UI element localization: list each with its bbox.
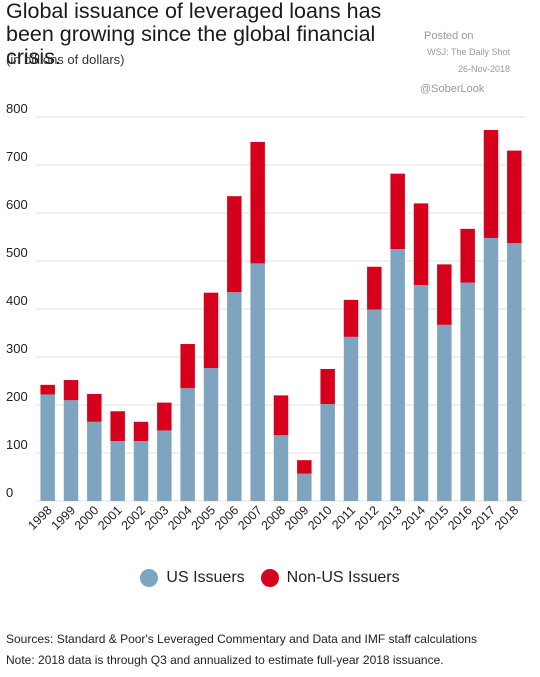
bar-us xyxy=(40,394,55,501)
x-tick-label: 2014 xyxy=(399,503,429,533)
legend-item-us: US Issuers xyxy=(140,569,245,587)
bar-us xyxy=(203,368,219,501)
bar-us xyxy=(87,421,102,501)
y-tick-label: 400 xyxy=(6,293,28,308)
bar-non-us xyxy=(320,369,335,405)
bar-non-us xyxy=(250,141,265,264)
x-tick-label: 1998 xyxy=(25,503,55,533)
footnotes: Sources: Standard & Poor's Leveraged Com… xyxy=(6,629,477,671)
x-tick-label: 2003 xyxy=(142,503,172,533)
bar-non-us xyxy=(413,203,429,285)
y-tick-label: 700 xyxy=(6,149,28,164)
chart-title: Global issuance of leveraged loans has b… xyxy=(6,0,382,69)
bar-us xyxy=(507,243,522,502)
bar-non-us xyxy=(157,402,172,431)
bar-non-us xyxy=(437,264,452,325)
y-tick-label: 300 xyxy=(6,341,28,356)
bar-us xyxy=(483,237,499,501)
x-tick-label: 2002 xyxy=(119,503,149,533)
bar-non-us xyxy=(507,150,522,244)
y-tick-label: 600 xyxy=(6,197,28,212)
bar-non-us xyxy=(483,129,499,238)
author-handle: @SoberLook xyxy=(420,83,485,95)
legend-swatch-non-us xyxy=(260,569,279,587)
bar-non-us xyxy=(203,292,219,369)
bar-non-us xyxy=(460,228,475,283)
bar-non-us xyxy=(40,384,55,395)
bar-us xyxy=(250,263,265,501)
bar-us xyxy=(320,404,335,501)
bar-us xyxy=(227,292,242,501)
y-tick-label: 200 xyxy=(6,389,28,404)
legend-item-non-us: Non-US Issuers xyxy=(260,569,400,587)
bar-us xyxy=(367,309,382,501)
chart-subtitle: (in billions of dollars) xyxy=(6,52,125,67)
x-tick-label: 2015 xyxy=(422,503,452,533)
bar-non-us xyxy=(227,196,242,293)
x-tick-label: 2004 xyxy=(165,503,195,533)
bar-non-us xyxy=(63,380,79,401)
bar-us xyxy=(343,336,359,501)
x-tick-label: 1999 xyxy=(49,503,79,533)
legend-label-us: US Issuers xyxy=(166,569,245,586)
bar-us xyxy=(110,441,125,501)
bar-us xyxy=(157,430,172,501)
x-tick-label: 2017 xyxy=(469,503,499,533)
stacked-bar-chart: 0100200300400500600700800199819992000200… xyxy=(6,101,526,533)
bar-non-us xyxy=(273,395,289,436)
bar-us xyxy=(180,388,195,501)
x-tick-label: 2018 xyxy=(492,503,522,533)
legend-swatch-us xyxy=(140,569,159,587)
bar-us xyxy=(437,324,452,501)
bar-non-us xyxy=(133,421,149,441)
x-tick-label: 2007 xyxy=(235,503,265,533)
x-tick-label: 2012 xyxy=(352,503,382,533)
bars-layer xyxy=(40,129,522,502)
bar-us xyxy=(297,473,312,501)
x-tick-label: 2010 xyxy=(305,503,335,533)
bar-us xyxy=(63,400,79,501)
bar-non-us xyxy=(390,173,405,249)
bar-us xyxy=(133,441,149,501)
x-tick-label: 2001 xyxy=(95,503,125,533)
x-tick-label: 2005 xyxy=(189,503,219,533)
y-tick-label: 0 xyxy=(6,485,13,500)
y-tick-label: 500 xyxy=(6,245,28,260)
posted-on-label: Posted on xyxy=(424,30,474,42)
x-tick-label: 2008 xyxy=(259,503,289,533)
data-note: Note: 2018 data is through Q3 and annual… xyxy=(6,653,444,667)
bar-non-us xyxy=(110,411,125,441)
x-tick-label: 2011 xyxy=(329,503,358,532)
sources-note: Sources: Standard & Poor's Leveraged Com… xyxy=(6,632,477,646)
y-tick-label: 800 xyxy=(6,101,28,116)
y-tick-label: 100 xyxy=(6,437,28,452)
source-label: WSJ: The Daily Shot xyxy=(427,47,510,57)
bar-non-us xyxy=(297,460,312,474)
bar-us xyxy=(460,282,475,501)
x-tick-label: 2016 xyxy=(445,503,475,533)
bar-non-us xyxy=(180,344,195,389)
x-tick-label: 2006 xyxy=(212,503,242,533)
x-tick-label: 2013 xyxy=(375,503,405,533)
x-tick-label: 2000 xyxy=(72,503,102,533)
bar-us xyxy=(273,435,289,501)
bar-non-us xyxy=(87,393,102,422)
x-tick-label: 2009 xyxy=(282,503,312,533)
bar-us xyxy=(390,249,405,501)
bar-non-us xyxy=(343,299,359,337)
date-label: 26-Nov-2018 xyxy=(457,64,510,74)
chart-legend: US Issuers Non-US Issuers xyxy=(0,569,540,587)
legend-label-non-us: Non-US Issuers xyxy=(286,569,400,586)
bar-us xyxy=(413,285,429,501)
bar-non-us xyxy=(367,266,382,310)
